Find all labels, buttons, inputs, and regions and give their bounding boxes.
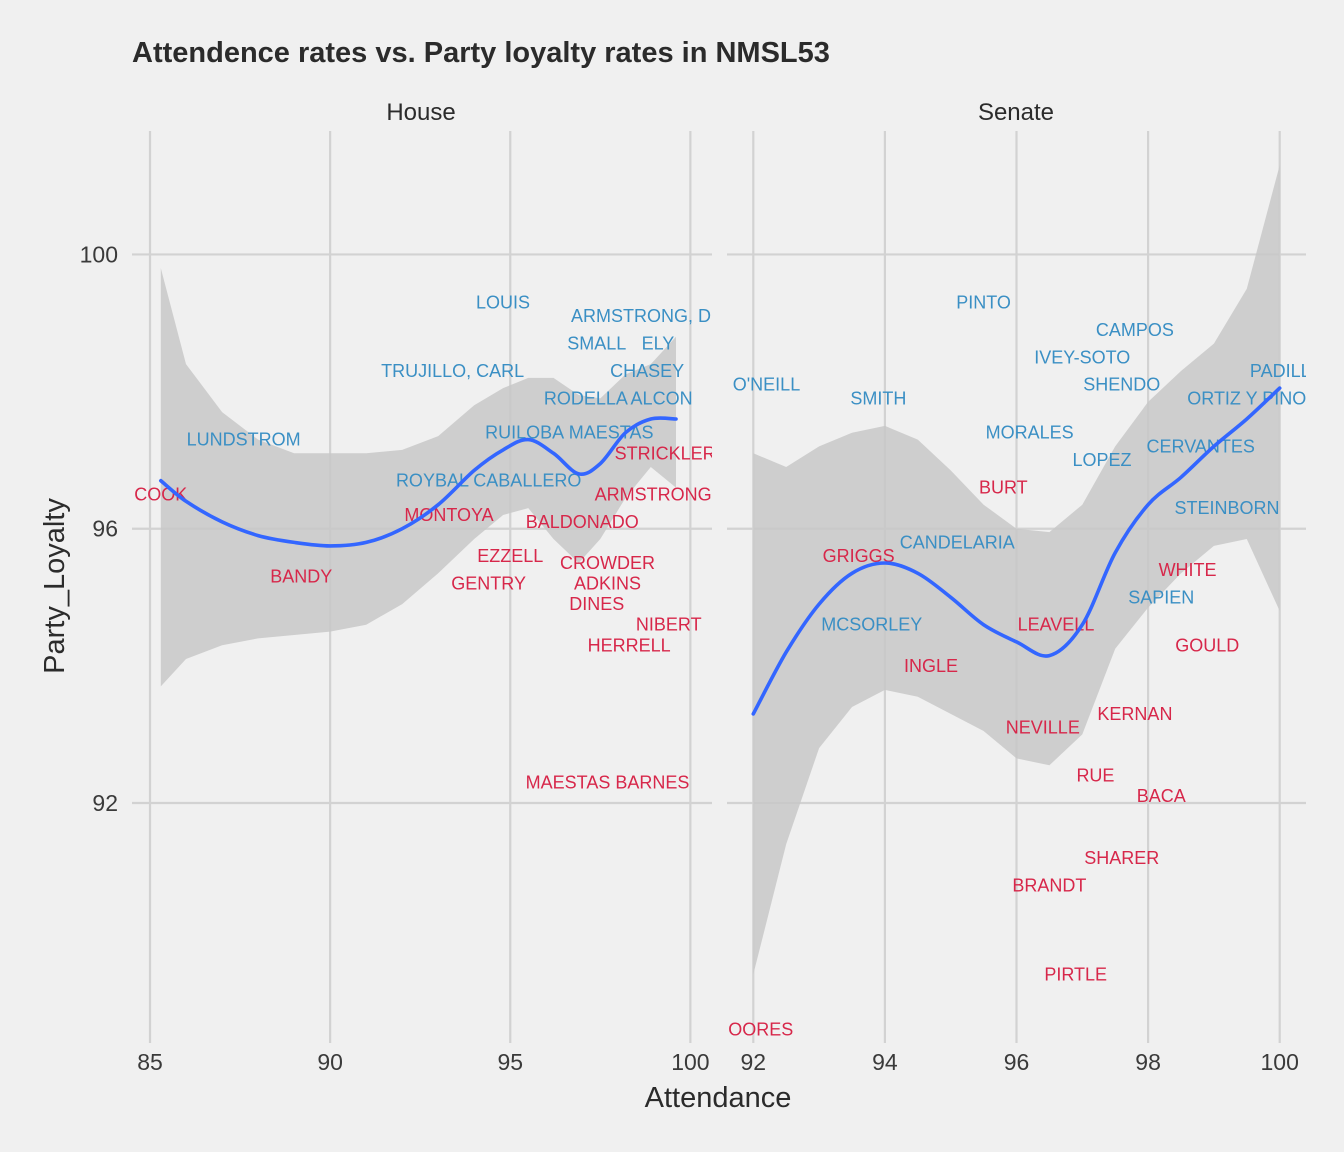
smooth-line (159, 416, 678, 548)
point-label: LOPEZ (1073, 450, 1132, 470)
point-label: ARMSTRONG, G (595, 484, 736, 504)
chart-title: Attendence rates vs. Party loyalty rates… (132, 37, 830, 69)
point-label: KERNAN (1097, 704, 1172, 724)
point-label: RUILOBA (485, 423, 564, 443)
x-tick-label: 90 (317, 1049, 343, 1075)
y-tick-label: 92 (92, 790, 118, 816)
strip-label-house: House (386, 99, 455, 126)
confidence-ribbon (160, 268, 677, 687)
point-label: PINTO (956, 292, 1011, 312)
point-label: MORALES (986, 423, 1074, 443)
point-label: NEVILLE (1006, 718, 1080, 738)
y-tick-label: 96 (92, 516, 118, 542)
point-label: ARMSTRONG, D. (571, 306, 716, 326)
strip-label-senate: Senate (978, 99, 1054, 126)
point-label: BURT (979, 478, 1028, 498)
point-label: MAESTAS BARNES (526, 772, 690, 792)
point-label: TRUJILLO, CARL (381, 361, 524, 381)
point-label: PADILLA (1250, 361, 1323, 381)
confidence-ribbon (753, 165, 1280, 975)
x-tick-label: 92 (741, 1049, 767, 1075)
x-axis-title: Attendance (645, 1082, 792, 1114)
x-tick-label: 98 (1135, 1049, 1161, 1075)
point-label: ALCON (631, 388, 693, 408)
point-label: RODELLA (544, 388, 628, 408)
point-label: ORTIZ Y PINO (1187, 388, 1306, 408)
point-label: LUNDSTROM (187, 430, 301, 450)
point-label: O'NEILL (733, 375, 800, 395)
point-label: EZZELL (477, 546, 543, 566)
point-label: CERVANTES (1147, 436, 1255, 456)
x-tick-label: 94 (872, 1049, 898, 1075)
point-label: MCSORLEY (821, 615, 922, 635)
point-label: PIRTLE (1044, 964, 1107, 984)
point-label: SHENDO (1083, 375, 1160, 395)
point-label: RUE (1076, 766, 1114, 786)
point-label: GRIGGS (823, 546, 895, 566)
point-label: LOUIS (476, 292, 530, 312)
point-label: CHASEY (610, 361, 684, 381)
point-label: BACA (1137, 786, 1186, 806)
point-label: SAPIEN (1128, 587, 1194, 607)
point-label: ADKINS (574, 574, 641, 594)
point-label: MAESTAS (569, 423, 654, 443)
point-label: SMITH (850, 388, 906, 408)
point-label: SHARER (1084, 848, 1159, 868)
y-tick-label: 100 (80, 241, 118, 267)
point-label: NIBERT (636, 615, 702, 635)
x-tick-label: 96 (1004, 1049, 1030, 1075)
point-label: INGLE (904, 656, 958, 676)
x-tick-label: 85 (137, 1049, 163, 1075)
point-label: IVEY-SOTO (1034, 347, 1130, 367)
point-label: SMALL (567, 334, 626, 354)
point-label: HERRELL (588, 635, 671, 655)
point-label: CAMPOS (1096, 320, 1174, 340)
point-label: BALDONADO (526, 512, 639, 532)
point-label: CROWDER (560, 553, 655, 573)
point-label: MONTOYA (404, 505, 493, 525)
point-label: BANDY (270, 567, 332, 587)
point-label: COOK (134, 484, 187, 504)
x-tick-label: 100 (671, 1049, 709, 1075)
point-label: DINES (569, 594, 624, 614)
x-tick-label: 100 (1260, 1049, 1298, 1075)
smooth-line (751, 386, 1282, 716)
point-label: STRICKLER (615, 443, 716, 463)
point-label: MOORES (713, 1019, 793, 1039)
point-label: GENTRY (451, 574, 526, 594)
point-label: CANDELARIA (900, 532, 1015, 552)
point-label: BRANDT (1012, 875, 1086, 895)
panel-senate: Senate 92 94 96 98 100 PINTO CAMPOS IVEY-SOTO PA… (713, 99, 1323, 1075)
y-axis-title: Party_Loyalty (39, 498, 71, 674)
point-label: GOULD (1175, 635, 1239, 655)
point-label: WHITE (1159, 560, 1217, 580)
point-label: LEAVELL (1018, 615, 1095, 635)
point-label: ROYBAL CABALLERO (396, 471, 581, 491)
panel-house: House 85 90 95 100 92 96 100 LOUIS ARMSTRONG, D.… (80, 99, 736, 1075)
point-label: STEINBORN (1175, 498, 1280, 518)
x-tick-label: 95 (497, 1049, 523, 1075)
point-label: ELY (642, 334, 675, 354)
